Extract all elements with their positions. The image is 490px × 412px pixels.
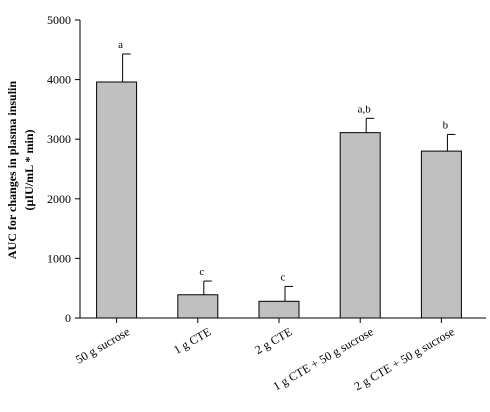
- y-axis-title-line2: (µIU/mL * min): [22, 130, 36, 211]
- x-category-label: 50 g sucrose: [73, 324, 132, 366]
- y-tick-label: 5000: [47, 13, 71, 27]
- significance-label: a,b: [358, 103, 372, 115]
- y-tick-label: 1000: [47, 251, 71, 265]
- x-axis: [80, 317, 486, 323]
- y-tick-label: 4000: [47, 73, 71, 87]
- y-tick-label: 2000: [47, 192, 71, 206]
- bars: a c c a,b b: [96, 39, 462, 319]
- bar: [339, 132, 381, 319]
- significance-label: b: [443, 119, 449, 131]
- bar: [177, 294, 219, 319]
- y-tick-label: 3000: [47, 132, 71, 146]
- significance-label: a: [118, 39, 123, 51]
- y-tick-label: 0: [65, 311, 71, 325]
- significance-label: c: [199, 266, 204, 278]
- bar: [420, 150, 462, 319]
- significance-label: c: [281, 271, 286, 283]
- y-axis: 0 1000 2000 3000 4000 5000: [47, 13, 81, 325]
- bar: [258, 300, 300, 319]
- y-axis-title-line1: AUC for changes in plasma insulin: [5, 81, 19, 259]
- x-category-label: 1 g CTE: [171, 324, 213, 356]
- bar: [96, 81, 138, 319]
- x-category-label: 2 g CTE: [252, 324, 294, 356]
